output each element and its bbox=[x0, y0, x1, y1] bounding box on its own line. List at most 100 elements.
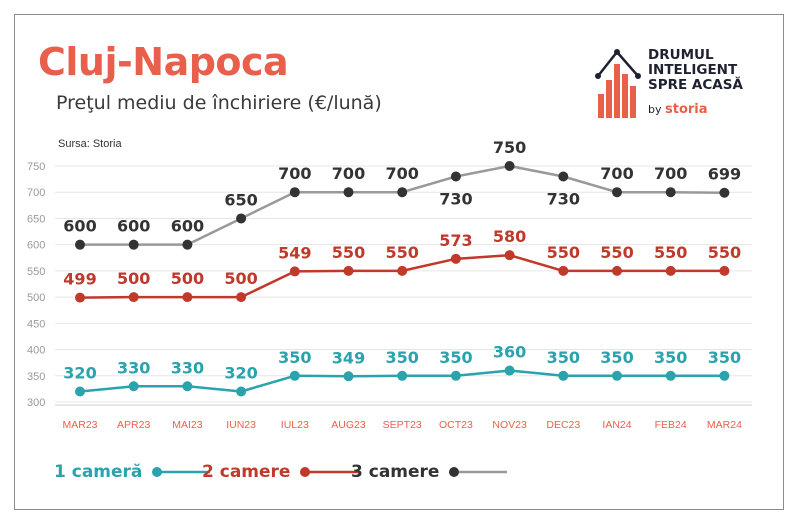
data-point bbox=[236, 213, 247, 224]
data-point bbox=[665, 187, 676, 198]
data-label: 550 bbox=[654, 243, 687, 262]
data-label: 699 bbox=[708, 165, 741, 184]
y-tick-label: 400 bbox=[27, 345, 45, 357]
data-point bbox=[182, 292, 193, 303]
data-point bbox=[182, 381, 193, 392]
logo-by-text: by bbox=[648, 103, 662, 116]
data-label: 350 bbox=[385, 348, 418, 367]
legend-item: 3 camere bbox=[351, 458, 509, 486]
data-label: 350 bbox=[278, 348, 311, 367]
x-tick-label: AUG23 bbox=[331, 419, 366, 431]
data-label: 573 bbox=[439, 231, 472, 250]
data-point bbox=[182, 239, 193, 250]
y-tick-label: 450 bbox=[27, 318, 45, 330]
house-chart-logo-icon bbox=[595, 49, 641, 118]
data-point bbox=[289, 187, 300, 198]
data-point bbox=[128, 381, 139, 392]
x-tick-label: IUN23 bbox=[226, 419, 256, 431]
y-tick-label: 750 bbox=[27, 161, 45, 173]
data-label: 700 bbox=[600, 164, 633, 183]
data-label: 700 bbox=[278, 164, 311, 183]
data-label: 550 bbox=[708, 243, 741, 262]
logo-line-2: INTELIGENT bbox=[648, 62, 738, 78]
data-label: 750 bbox=[493, 138, 526, 157]
y-tick-label: 650 bbox=[27, 213, 45, 225]
data-label: 549 bbox=[278, 243, 311, 262]
data-label: 550 bbox=[547, 243, 580, 262]
data-label: 350 bbox=[439, 348, 472, 367]
data-point bbox=[75, 239, 85, 250]
legend-swatch bbox=[300, 467, 359, 477]
legend-swatch bbox=[152, 467, 211, 477]
legend-swatch-marker bbox=[152, 467, 163, 477]
data-point bbox=[343, 187, 354, 198]
data-point bbox=[75, 292, 85, 303]
data-label: 600 bbox=[63, 217, 96, 236]
data-point bbox=[665, 370, 676, 381]
data-label: 330 bbox=[117, 358, 150, 377]
data-label: 650 bbox=[224, 190, 257, 209]
x-tick-label: OCT23 bbox=[439, 419, 473, 431]
data-point bbox=[719, 187, 730, 198]
legend-item: 1 cameră bbox=[54, 458, 212, 486]
x-tick-label: SEPT23 bbox=[383, 419, 422, 431]
data-label: 730 bbox=[547, 189, 580, 208]
data-label: 700 bbox=[385, 164, 418, 183]
data-point bbox=[504, 161, 515, 171]
legend-label: 2 camere bbox=[202, 462, 291, 482]
legend-item: 2 camere bbox=[202, 458, 360, 486]
data-label: 320 bbox=[63, 364, 96, 383]
data-label: 600 bbox=[171, 217, 204, 236]
data-point bbox=[397, 370, 408, 381]
source-note: Sursa: Storia bbox=[58, 138, 122, 150]
data-label: 700 bbox=[654, 164, 687, 183]
x-tick-label: MAI23 bbox=[172, 419, 203, 431]
data-label: 730 bbox=[439, 189, 472, 208]
data-point bbox=[343, 371, 354, 382]
chart-subtitle: Preţul mediu de închiriere (€/lună) bbox=[56, 92, 382, 114]
data-label: 550 bbox=[600, 243, 633, 262]
data-point bbox=[236, 386, 247, 397]
y-tick-label: 350 bbox=[27, 371, 45, 383]
data-point bbox=[719, 265, 730, 276]
data-point bbox=[343, 265, 354, 276]
legend-swatch bbox=[449, 467, 508, 477]
data-label: 580 bbox=[493, 227, 526, 246]
data-point bbox=[128, 239, 139, 250]
x-tick-label: DEC23 bbox=[546, 419, 580, 431]
data-point bbox=[450, 253, 461, 264]
data-point bbox=[612, 370, 622, 381]
data-point bbox=[289, 370, 300, 381]
data-point bbox=[289, 266, 300, 277]
data-label: 349 bbox=[332, 348, 365, 367]
data-label: 360 bbox=[493, 343, 526, 362]
y-tick-label: 500 bbox=[27, 292, 45, 304]
data-label: 350 bbox=[547, 348, 580, 367]
data-label: 350 bbox=[600, 348, 633, 367]
y-tick-label: 700 bbox=[27, 187, 45, 199]
data-point bbox=[558, 265, 569, 276]
logo-line-1: DRUMUL bbox=[648, 47, 714, 63]
data-label: 500 bbox=[224, 269, 257, 288]
data-label: 330 bbox=[171, 358, 204, 377]
legend-swatch-marker bbox=[449, 467, 460, 477]
data-point bbox=[75, 386, 85, 397]
logo-brand: storia bbox=[665, 102, 708, 117]
logo-byline: by storia bbox=[648, 102, 708, 117]
y-tick-label: 600 bbox=[27, 240, 45, 252]
x-tick-label: APR23 bbox=[117, 419, 150, 431]
x-tick-label: MAR23 bbox=[62, 419, 97, 431]
data-point bbox=[128, 292, 139, 303]
y-tick-label: 550 bbox=[27, 266, 45, 278]
chart-frame bbox=[14, 14, 784, 510]
data-point bbox=[397, 187, 408, 198]
legend-swatch-marker bbox=[300, 467, 311, 477]
data-label: 499 bbox=[63, 270, 96, 289]
data-point bbox=[719, 370, 730, 381]
x-tick-label: MAR24 bbox=[707, 419, 742, 431]
x-tick-label: IUL23 bbox=[281, 419, 309, 431]
data-point bbox=[504, 365, 515, 376]
data-label: 600 bbox=[117, 217, 150, 236]
y-tick-label: 300 bbox=[27, 397, 45, 409]
page-title: Cluj-Napoca bbox=[38, 40, 289, 84]
